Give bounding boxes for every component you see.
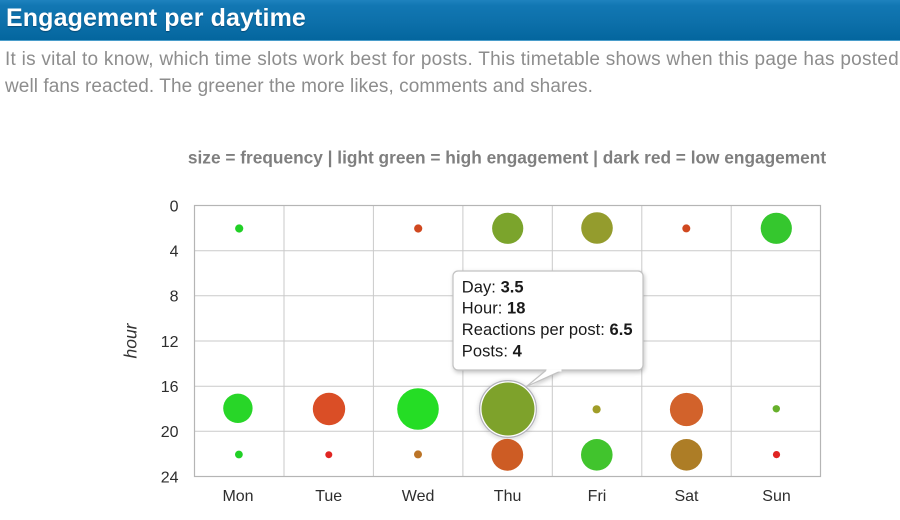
svg-text:0: 0 [170,198,179,215]
svg-text:Sun: Sun [762,488,790,505]
svg-text:12: 12 [161,334,179,351]
svg-text:Thu: Thu [494,488,522,505]
svg-text:Hour: 18: Hour: 18 [462,300,526,318]
svg-text:16: 16 [161,379,179,396]
svg-text:24: 24 [161,469,179,486]
svg-text:8: 8 [170,289,179,306]
svg-text:20: 20 [161,424,179,441]
svg-text:Fri: Fri [588,488,607,505]
svg-text:Mon: Mon [222,488,253,505]
svg-text:Sat: Sat [674,488,699,505]
svg-text:hour: hour [120,322,140,358]
svg-text:Tue: Tue [315,488,342,505]
svg-text:4: 4 [170,244,179,261]
svg-text:Reactions per post: 6.5: Reactions per post: 6.5 [462,321,633,339]
svg-text:Wed: Wed [402,488,435,505]
svg-text:Day: 3.5: Day: 3.5 [462,278,524,296]
svg-text:Posts: 4: Posts: 4 [462,342,523,360]
svg-text:size = frequency | light green: size = frequency | light green = high en… [188,148,826,168]
